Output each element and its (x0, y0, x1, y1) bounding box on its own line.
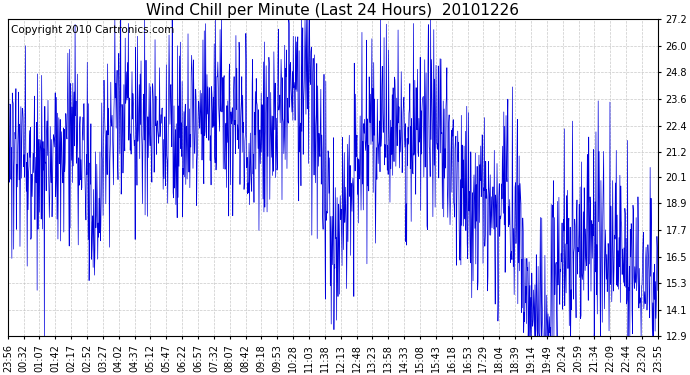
Text: Copyright 2010 Cartronics.com: Copyright 2010 Cartronics.com (11, 25, 175, 35)
Title: Wind Chill per Minute (Last 24 Hours)  20101226: Wind Chill per Minute (Last 24 Hours) 20… (146, 3, 520, 18)
